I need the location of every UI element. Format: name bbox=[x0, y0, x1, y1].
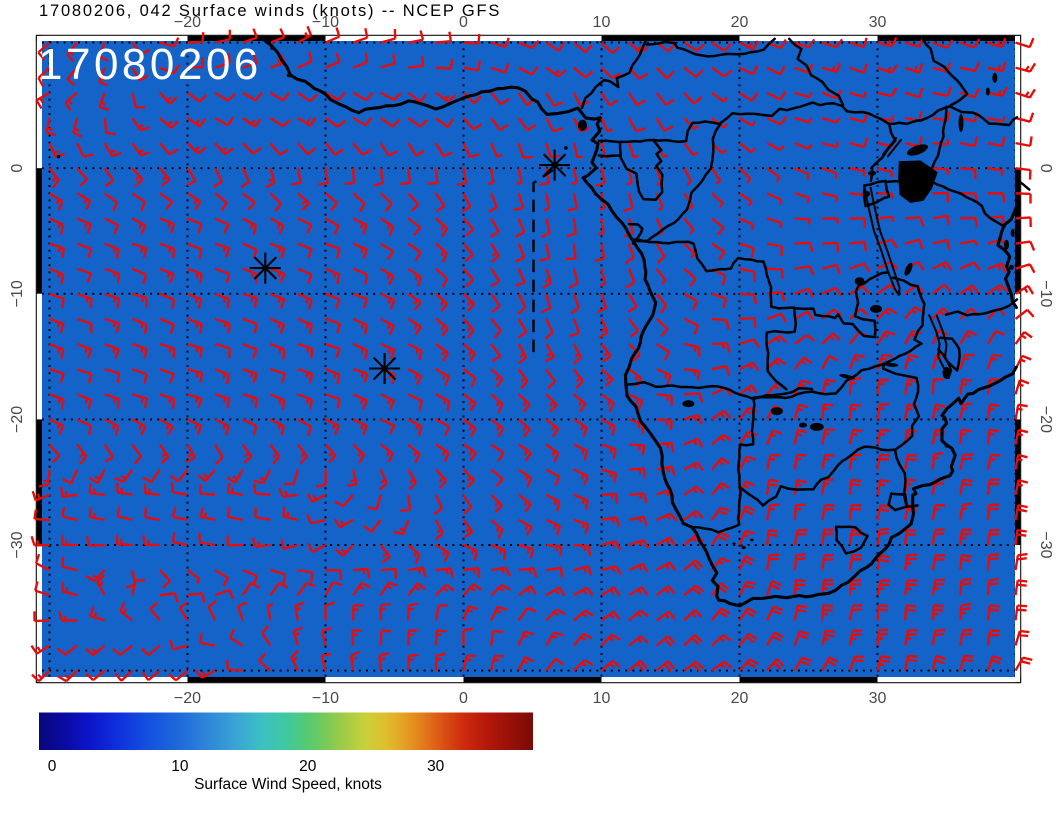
svg-text:0: 0 bbox=[459, 690, 468, 707]
svg-text:10: 10 bbox=[593, 690, 611, 707]
svg-text:0: 0 bbox=[1037, 164, 1054, 173]
svg-text:30: 30 bbox=[427, 758, 445, 775]
svg-text:10: 10 bbox=[171, 758, 189, 775]
svg-text:−10: −10 bbox=[1037, 280, 1054, 307]
svg-text:−30: −30 bbox=[1037, 531, 1054, 558]
svg-text:20: 20 bbox=[299, 758, 317, 775]
svg-text:20: 20 bbox=[731, 690, 749, 707]
svg-text:0: 0 bbox=[9, 164, 26, 173]
svg-text:−20: −20 bbox=[9, 406, 26, 433]
svg-text:−20: −20 bbox=[174, 690, 201, 707]
svg-text:−10: −10 bbox=[9, 280, 26, 307]
svg-text:17080206, 042 Surface winds (k: 17080206, 042 Surface winds (knots) -- N… bbox=[39, 2, 501, 20]
svg-text:10: 10 bbox=[593, 14, 611, 31]
svg-text:17080206: 17080206 bbox=[38, 40, 262, 89]
svg-text:30: 30 bbox=[869, 690, 887, 707]
svg-text:0: 0 bbox=[459, 14, 468, 31]
svg-text:20: 20 bbox=[731, 14, 749, 31]
svg-text:30: 30 bbox=[869, 14, 887, 31]
svg-text:−20: −20 bbox=[174, 14, 201, 31]
svg-text:0: 0 bbox=[48, 758, 57, 775]
svg-text:−30: −30 bbox=[9, 531, 26, 558]
svg-text:Surface Wind Speed, knots: Surface Wind Speed, knots bbox=[194, 776, 382, 793]
svg-text:−10: −10 bbox=[312, 14, 339, 31]
svg-text:−20: −20 bbox=[1037, 406, 1054, 433]
svg-text:−10: −10 bbox=[312, 690, 339, 707]
